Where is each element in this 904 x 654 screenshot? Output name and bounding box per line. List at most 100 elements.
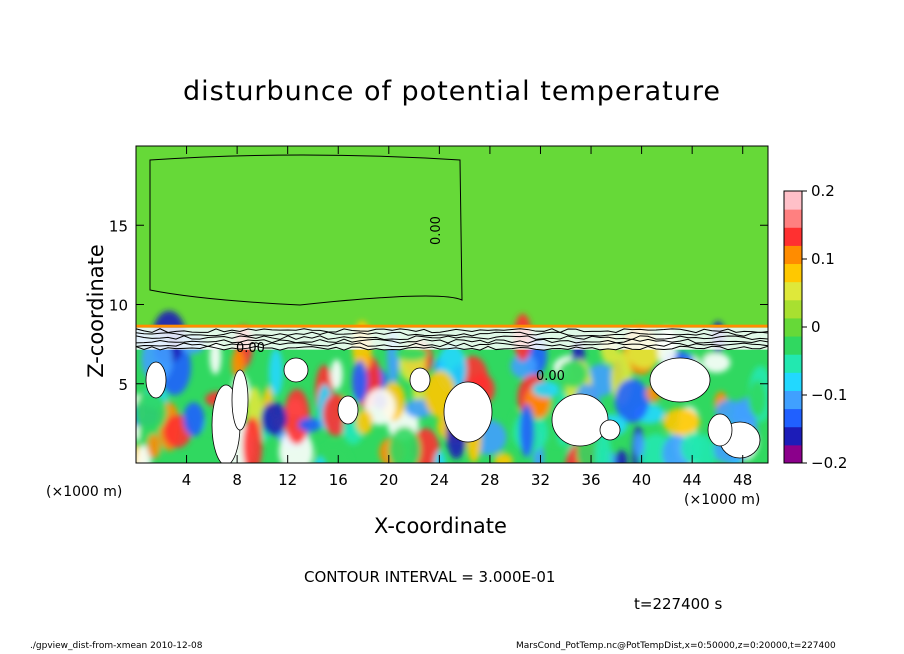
saturated-cell	[599, 419, 621, 441]
x-tick-label: 32	[531, 471, 550, 489]
y-tick-label: 5	[118, 376, 128, 394]
saturated-cell	[649, 357, 711, 403]
contour-line	[136, 345, 768, 351]
x-unit-label-right: (×1000 m)	[684, 492, 761, 508]
field-blob	[136, 444, 152, 463]
field-blob	[298, 417, 322, 432]
field-blob	[242, 416, 263, 463]
field-blob	[532, 381, 560, 398]
field-blob	[136, 391, 168, 433]
x-tick-label: 4	[182, 471, 192, 489]
contour-line	[136, 338, 768, 344]
x-tick-label: 12	[278, 471, 297, 489]
field-blob	[388, 426, 421, 463]
upper-layer-fill	[136, 146, 768, 327]
field-blob	[352, 360, 368, 403]
field-blob	[662, 407, 700, 436]
saturated-cell	[707, 413, 733, 447]
saturated-cell	[337, 395, 359, 425]
colorbar-swatch	[784, 390, 802, 410]
chart-title: disturbunce of potential temperature	[183, 76, 721, 107]
contour-labels: 0.00 0.00 0.00	[236, 216, 565, 384]
field-blob	[355, 409, 373, 435]
contour-label: 0.00	[236, 341, 265, 356]
saturated-cell	[443, 381, 493, 443]
x-tick-label: 20	[379, 471, 398, 489]
y-tick-label: 10	[109, 297, 128, 315]
x-tick-label: 40	[632, 471, 651, 489]
heatmap-field	[136, 146, 768, 463]
colorbar-tick-label: 0.1	[811, 250, 835, 268]
x-tick-label: 48	[733, 471, 752, 489]
colorbar-tick-label: 0	[811, 318, 821, 336]
contour-interval-note: CONTOUR INTERVAL = 3.000E-01	[304, 568, 556, 586]
field-blob	[633, 432, 645, 457]
colorbar-swatch	[784, 372, 802, 391]
x-tick-label: 28	[480, 471, 499, 489]
colorbar-swatch	[784, 245, 802, 265]
colorbar-swatch	[784, 444, 802, 464]
field-blob	[330, 359, 343, 390]
saturated-cells	[145, 357, 761, 463]
x-tick-label: 8	[232, 471, 242, 489]
saturated-cell	[551, 393, 609, 447]
colorbar-swatch	[784, 209, 802, 228]
field-blob	[364, 388, 396, 426]
contour-lines	[136, 154, 768, 351]
field-blob	[615, 449, 628, 463]
x-axis: 4 8 12 16 20 24 28 32 36 40 44 48	[182, 146, 752, 489]
x-tick-label: 16	[329, 471, 348, 489]
colorbar-swatch	[784, 191, 802, 210]
colorbar-swatch	[784, 317, 802, 337]
colorbar-swatch	[784, 281, 802, 301]
field-blob	[147, 433, 161, 459]
colorbar-tick-label: −0.1	[811, 386, 847, 404]
field-blob	[394, 346, 429, 362]
saturated-cell	[283, 357, 309, 383]
upper-contour	[149, 154, 463, 306]
colorbar-swatch	[784, 336, 802, 355]
contour-label: 0.00	[536, 369, 565, 384]
time-label: t=227400 s	[634, 595, 723, 613]
field-blob	[314, 457, 325, 463]
field-blob	[510, 353, 537, 379]
colorbar-swatch	[784, 227, 802, 246]
x-tick-label: 36	[581, 471, 600, 489]
contour-line	[136, 342, 768, 348]
colorbar-swatch	[784, 354, 802, 373]
colorbar-swatch	[784, 263, 802, 283]
inversion-band	[136, 324, 768, 328]
contour-line	[136, 331, 768, 337]
field-blob	[494, 452, 513, 463]
contour-line	[136, 335, 768, 341]
colorbar-swatch	[784, 299, 802, 319]
colorbar-tick-label: −0.2	[811, 454, 847, 472]
inversion-mixing-layer	[136, 327, 768, 350]
x-unit-label-left: (×1000 m)	[46, 484, 123, 500]
y-axis: 5 10 15	[109, 217, 768, 394]
colorbar-swatch	[784, 408, 802, 428]
field-blob	[519, 404, 535, 458]
field-blob	[183, 402, 205, 437]
colorbar: 0.2 0.1 0 −0.1 −0.2	[783, 182, 847, 472]
field-blob	[557, 359, 588, 389]
x-tick-label: 44	[683, 471, 702, 489]
contour-label: 0.00	[429, 216, 444, 245]
field-blob	[702, 352, 731, 373]
y-tick-label: 15	[109, 217, 128, 235]
field-blob	[268, 348, 283, 396]
footer-data-source: MarsCond_PotTemp.nc@PotTempDist,x=0:5000…	[516, 641, 836, 651]
contour-line	[136, 328, 768, 334]
field-blob	[680, 432, 703, 463]
x-axis-label: X-coordinate	[374, 514, 507, 538]
field-blob	[284, 389, 310, 445]
field-blob	[614, 378, 650, 423]
field-blob	[261, 402, 287, 436]
field-blob	[748, 380, 767, 418]
saturated-cell	[145, 361, 167, 399]
x-tick-label: 24	[430, 471, 449, 489]
colorbar-swatch	[784, 426, 802, 446]
saturated-cell	[231, 369, 249, 431]
colorbar-tick-label: 0.2	[811, 182, 835, 200]
